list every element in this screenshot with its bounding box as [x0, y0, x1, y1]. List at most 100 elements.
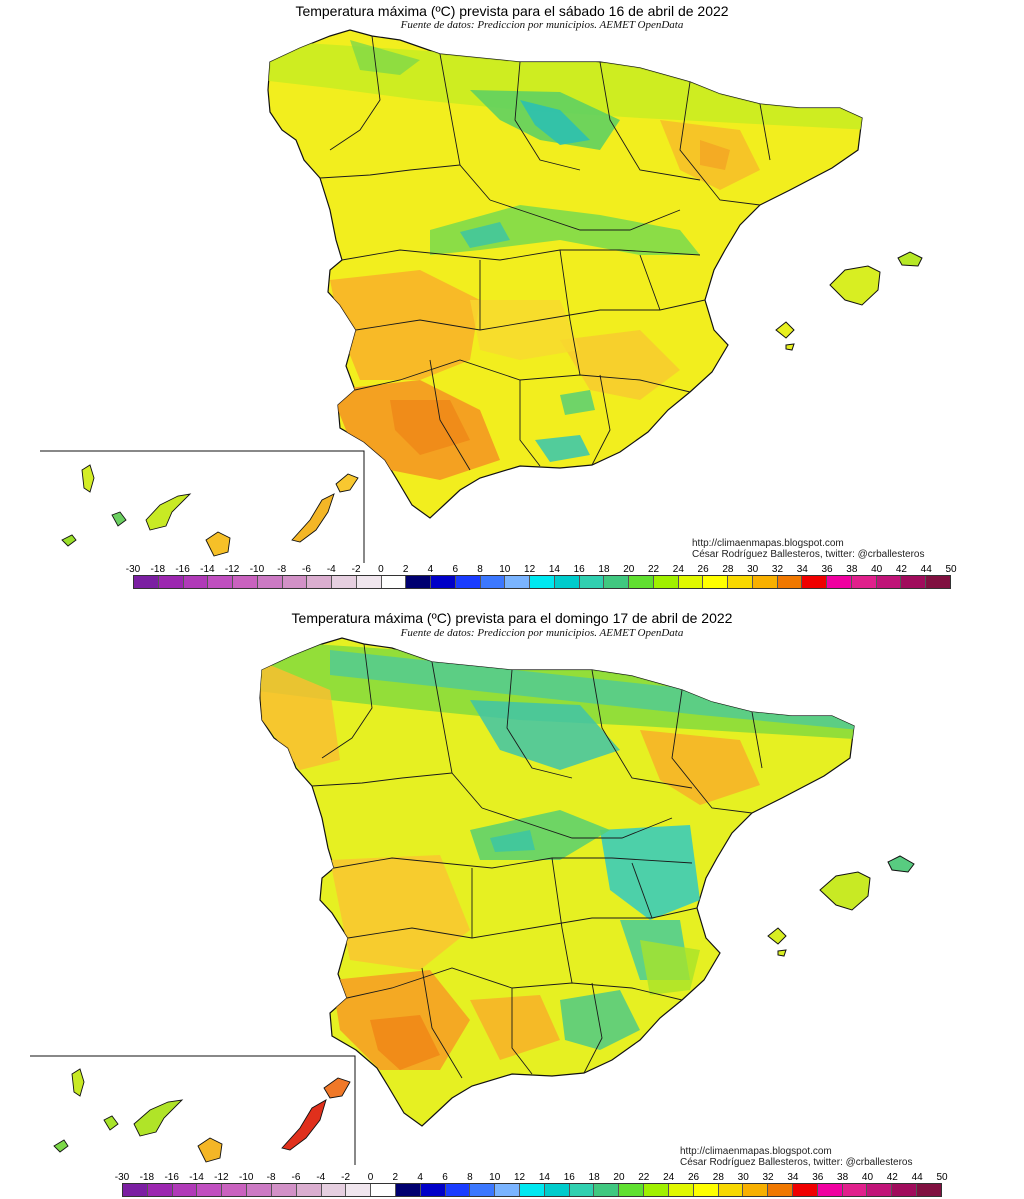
legend-label: -30: [114, 1172, 130, 1183]
legend-swatch: [495, 1184, 520, 1196]
legend-swatch: [703, 576, 728, 588]
legend-swatch: [183, 576, 209, 588]
legend-label: 40: [871, 564, 883, 575]
legend-swatch: [569, 1184, 595, 1196]
legend-label: 28: [722, 564, 734, 575]
legend-swatch: [222, 1184, 248, 1196]
legend-label: -10: [249, 564, 265, 575]
legend-label: 10: [499, 564, 511, 575]
legend-swatch: [455, 576, 481, 588]
canary-gran-canaria: [197, 1137, 223, 1163]
legend-labels: -30 -18 -16 -14 -12 -10 -8 -6 -4 -2 0 2 4 6 8 10 12 14 16 1…: [126, 564, 957, 576]
balearic-ibiza: [767, 927, 787, 945]
legend-label: 34: [796, 564, 808, 575]
canary-lanzarote: [323, 1077, 351, 1099]
legend-swatch: [728, 576, 753, 588]
legend-label: -10: [239, 1172, 254, 1183]
legend-swatch: [802, 576, 827, 588]
legend-label: -2: [341, 1172, 351, 1183]
legend-swatch: [768, 1184, 793, 1196]
legend-label: -18: [150, 564, 165, 575]
legend-label: 32: [762, 1172, 774, 1183]
legend-swatch: [147, 1184, 173, 1196]
legend-label: -16: [164, 1172, 179, 1183]
legend-label: -2: [351, 564, 361, 575]
canary-la-palma: [71, 1068, 85, 1097]
legend-label: -8: [266, 1172, 276, 1183]
legend-label: 2: [392, 1172, 399, 1183]
balearic-menorca: [897, 251, 923, 267]
legend-swatch: [356, 576, 382, 588]
map-panel-saturday: Temperatura máxima (ºC) prevista para el…: [0, 0, 1024, 599]
legend-swatch: [579, 576, 605, 588]
legend-swatch: [817, 1184, 843, 1196]
temperature-map: [40, 29, 923, 563]
legend-label: 20: [623, 564, 635, 575]
legend-label: 24: [663, 1172, 675, 1183]
legend-label: 38: [846, 564, 858, 575]
credit-author: César Rodríguez Ballesteros, twitter: @c…: [680, 1157, 913, 1168]
map-panel-sunday: Temperatura máxima (ºC) prevista para el…: [0, 600, 1024, 1199]
legend-label: 18: [588, 1172, 600, 1183]
legend-swatch: [743, 1184, 769, 1196]
legend-label: 42: [895, 564, 907, 575]
legend-swatch: [247, 1184, 272, 1196]
canary-tenerife: [145, 493, 192, 531]
canary-lanzarote: [335, 473, 359, 493]
legend-label: 26: [697, 564, 709, 575]
legend-label: 34: [787, 1172, 799, 1183]
legend-label: -12: [214, 1172, 229, 1183]
legend-swatch: [282, 576, 308, 588]
legend-label: 0: [378, 564, 384, 575]
legend-label: 44: [920, 564, 932, 575]
legend-swatch: [792, 1184, 818, 1196]
legend-swatch: [332, 576, 357, 588]
legend-swatch: [604, 576, 629, 588]
credit-url: http://climaenmapas.blogspot.com: [680, 1146, 832, 1157]
legend-label: 40: [861, 1172, 874, 1183]
legend-swatch: [752, 576, 778, 588]
legend-label: -6: [291, 1172, 301, 1183]
temperature-legend: [133, 575, 951, 589]
legend-swatch: [851, 576, 877, 588]
legend-swatch: [296, 1184, 322, 1196]
legend-label: -4: [316, 1172, 326, 1183]
legend-label: -6: [302, 564, 311, 575]
balearic-mallorca: [819, 871, 871, 911]
legend-swatch: [208, 576, 233, 588]
legend-label: -18: [139, 1172, 155, 1183]
legend-label: 6: [452, 564, 459, 575]
legend-label: 0: [367, 1172, 374, 1183]
legend-swatch: [777, 576, 803, 588]
legend-swatch: [520, 1184, 545, 1196]
canary-fuerteventura: [291, 493, 335, 543]
legend-label: 50: [945, 564, 957, 575]
legend-swatch: [381, 576, 407, 588]
legend-label: 44: [911, 1172, 923, 1183]
legend-label: 12: [514, 1172, 526, 1183]
legend-swatch: [480, 576, 506, 588]
legend-label: -14: [200, 564, 215, 575]
legend-label: -30: [125, 564, 141, 575]
legend-label: 14: [548, 564, 560, 575]
legend-label: 4: [417, 1172, 423, 1183]
map-title: Temperatura máxima (ºC) prevista para el…: [295, 3, 729, 19]
map-subtitle: Fuente de datos: Prediccion por municipi…: [400, 19, 684, 31]
legend-label: 22: [647, 564, 660, 575]
legend-label: 2: [402, 564, 409, 575]
legend-swatch: [619, 1184, 645, 1196]
legend-swatch: [445, 1184, 471, 1196]
legend-swatch: [172, 1184, 198, 1196]
legend-swatch: [371, 1184, 396, 1196]
canary-inset-frame: [30, 1055, 356, 1165]
legend-swatch: [901, 576, 926, 588]
legend-label: 6: [442, 1172, 448, 1183]
legend-label: 12: [524, 564, 536, 575]
canary-gran-canaria: [205, 531, 231, 557]
legend-label: 22: [638, 1172, 650, 1183]
legend-swatch: [594, 1184, 620, 1196]
legend-swatch: [271, 1184, 297, 1196]
legend-label: 4: [427, 564, 434, 575]
map-title: Temperatura máxima (ºC) prevista para el…: [291, 610, 733, 626]
legend-swatch: [395, 1184, 421, 1196]
